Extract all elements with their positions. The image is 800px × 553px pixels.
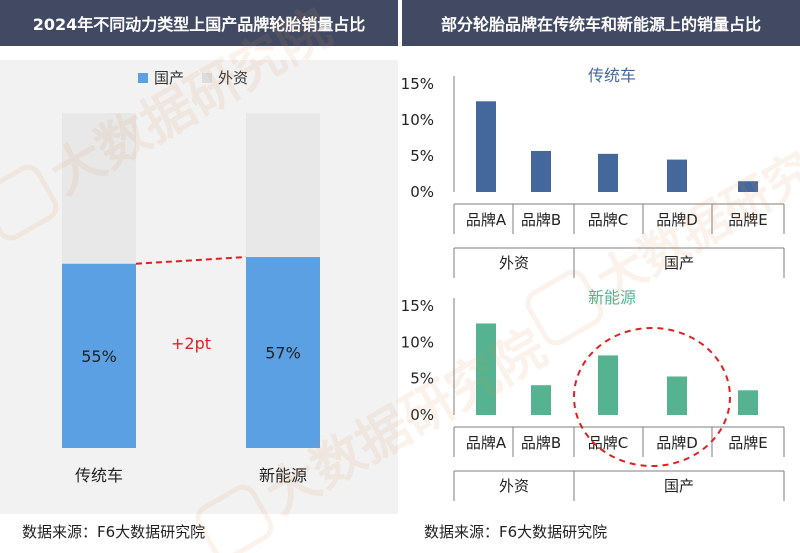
y-tick-label-0-3: 0% [410,183,434,201]
right-panel: 部分轮胎品牌在传统车和新能源上的销量占比 传统车 15% 10% 5% 0% 品牌A 品牌B… [402,0,800,553]
category-label-0-1: 品牌B [521,211,561,229]
chart-title-1: 新能源 [588,288,636,307]
bar-1-1 [531,385,551,415]
brand-chart-1: 新能源 15% 10% 5% 0% 品牌A 品牌B 品牌C 品牌D 品牌E 外资 国产 [402,288,785,501]
bar-value-label-0: 55% [81,347,117,366]
right-header: 部分轮胎品牌在传统车和新能源上的销量占比 [402,0,800,46]
y-tick-label-0-1: 10% [402,111,434,129]
category-label-0-3: 品牌D [656,211,698,229]
legend-swatch-domestic [138,73,148,83]
change-connector-line [135,256,247,265]
bar-0-1 [531,150,551,192]
bar-1-4 [738,390,758,415]
group-label-0-1: 国产 [664,254,694,272]
right-source: 数据来源：F6大数据研究院 [424,523,608,541]
category-label-1-4: 品牌E [728,434,767,452]
y-tick-label-1-2: 5% [410,370,434,388]
group-label-1-0: 外资 [499,477,529,495]
stacked-bar-chart: 国产 外资 55% 传统车 57% 新能源 +2pt [62,69,320,485]
bar-1-0 [476,323,496,415]
bar-foreign-1 [246,113,320,258]
bar-foreign-0 [62,113,136,264]
category-label-1: 新能源 [259,466,307,485]
category-label-0: 传统车 [75,466,123,485]
y-tick-label-1-1: 10% [402,333,434,351]
category-label-0-2: 品牌C [588,211,628,229]
highlight-circle [573,327,731,467]
legend-swatch-foreign [202,73,212,83]
bar-value-label-1: 57% [265,344,301,363]
panel-gutter [398,0,402,553]
bar-1-3 [667,376,687,415]
category-label-1-2: 品牌C [588,434,628,452]
left-header: 2024年不同动力类型上国产品牌轮胎销量占比 [0,0,398,46]
legend-label-domestic: 国产 [154,69,184,87]
category-label-0-4: 品牌E [728,211,767,229]
y-tick-label-1-0: 15% [402,297,434,315]
bar-0-2 [598,153,618,192]
category-label-1-0: 品牌A [466,434,507,452]
left-panel: 2024年不同动力类型上国产品牌轮胎销量占比 国产 外资 55% 传统车 57% 新能源 +… [0,0,398,553]
y-tick-label-0-2: 5% [410,147,434,165]
left-source: 数据来源：F6大数据研究院 [22,523,206,541]
bar-0-0 [476,101,496,192]
legend: 国产 外资 [138,69,248,87]
change-annotation: +2pt [171,334,211,353]
bar-0-4 [738,181,758,192]
category-label-1-1: 品牌B [521,434,561,452]
legend-label-foreign: 外资 [218,69,248,87]
group-label-1-1: 国产 [664,477,694,495]
bar-1-2 [598,355,618,415]
chart-title-0: 传统车 [588,66,636,85]
bar-domestic-1 [246,257,320,448]
y-tick-label-0-0: 15% [402,75,434,93]
brand-chart-0: 传统车 15% 10% 5% 0% 品牌A 品牌B 品牌C 品牌D 品牌E 外资 国产 [402,66,785,278]
bar-domestic-0 [62,263,136,448]
bar-0-3 [667,159,687,192]
category-label-1-3: 品牌D [656,434,698,452]
group-label-0-0: 外资 [499,254,529,272]
y-tick-label-1-3: 0% [410,406,434,424]
category-label-0-0: 品牌A [466,211,507,229]
